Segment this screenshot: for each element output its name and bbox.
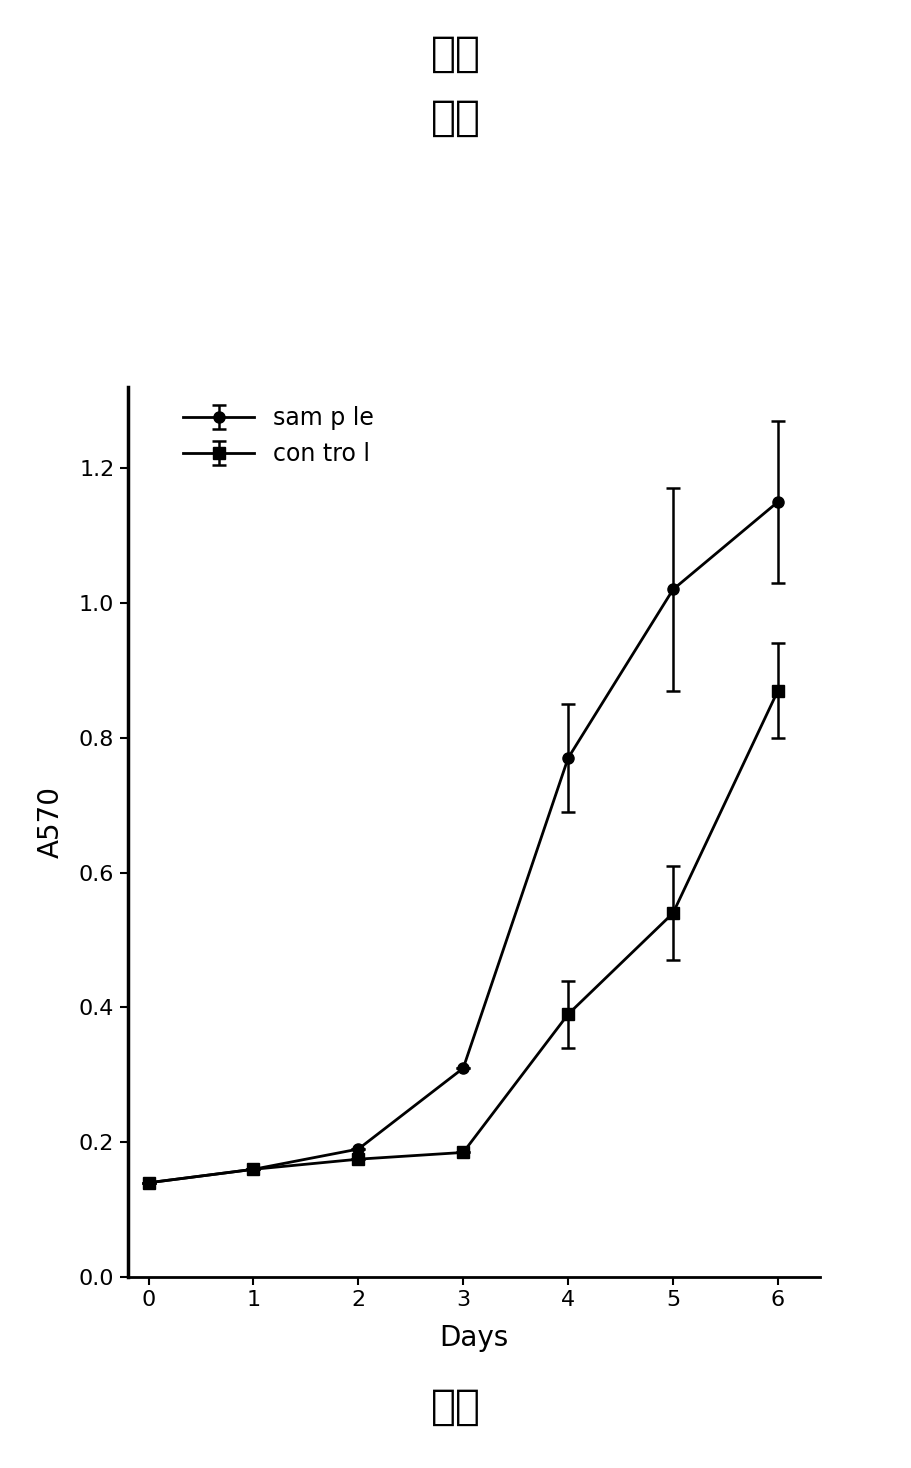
- Y-axis label: A570: A570: [37, 785, 65, 859]
- Text: 天数: 天数: [431, 1386, 480, 1427]
- X-axis label: Days: Days: [439, 1324, 508, 1352]
- Legend: sam p le, con tro l: sam p le, con tro l: [174, 396, 384, 476]
- Text: 样品: 样品: [431, 34, 480, 75]
- Text: 对照: 对照: [431, 97, 480, 138]
